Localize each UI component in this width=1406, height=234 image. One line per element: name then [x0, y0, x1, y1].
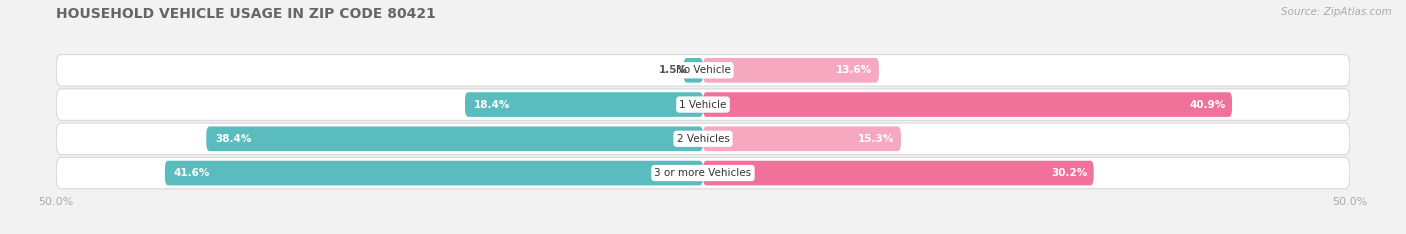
FancyBboxPatch shape — [56, 89, 1350, 120]
Text: 1 Vehicle: 1 Vehicle — [679, 99, 727, 110]
FancyBboxPatch shape — [683, 58, 703, 83]
Text: 2 Vehicles: 2 Vehicles — [676, 134, 730, 144]
FancyBboxPatch shape — [465, 92, 703, 117]
Text: 13.6%: 13.6% — [837, 65, 873, 75]
FancyBboxPatch shape — [207, 126, 703, 151]
Text: 15.3%: 15.3% — [858, 134, 894, 144]
Text: 1.5%: 1.5% — [658, 65, 688, 75]
FancyBboxPatch shape — [56, 123, 1350, 154]
Text: Source: ZipAtlas.com: Source: ZipAtlas.com — [1281, 7, 1392, 17]
Text: 40.9%: 40.9% — [1189, 99, 1226, 110]
FancyBboxPatch shape — [165, 161, 703, 185]
Text: 38.4%: 38.4% — [215, 134, 252, 144]
Text: No Vehicle: No Vehicle — [675, 65, 731, 75]
FancyBboxPatch shape — [703, 92, 1232, 117]
Text: 41.6%: 41.6% — [174, 168, 211, 178]
FancyBboxPatch shape — [703, 58, 879, 83]
FancyBboxPatch shape — [56, 55, 1350, 86]
FancyBboxPatch shape — [703, 161, 1094, 185]
Text: 3 or more Vehicles: 3 or more Vehicles — [654, 168, 752, 178]
Text: HOUSEHOLD VEHICLE USAGE IN ZIP CODE 80421: HOUSEHOLD VEHICLE USAGE IN ZIP CODE 8042… — [56, 7, 436, 21]
FancyBboxPatch shape — [56, 157, 1350, 189]
Text: 30.2%: 30.2% — [1050, 168, 1087, 178]
FancyBboxPatch shape — [703, 126, 901, 151]
Text: 18.4%: 18.4% — [474, 99, 510, 110]
